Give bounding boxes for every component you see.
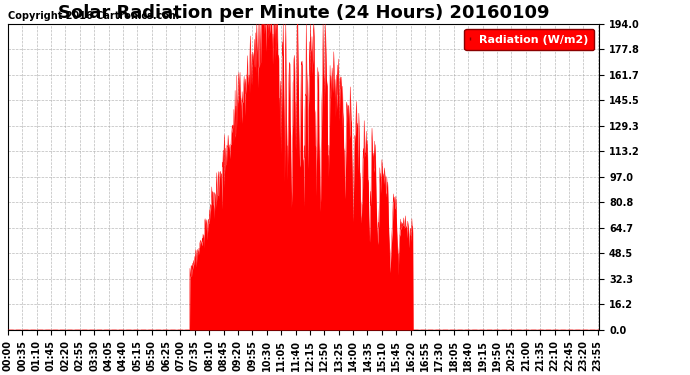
Title: Solar Radiation per Minute (24 Hours) 20160109: Solar Radiation per Minute (24 Hours) 20… (58, 4, 549, 22)
Text: Copyright 2016 Cartronics.com: Copyright 2016 Cartronics.com (8, 10, 179, 21)
Legend: Radiation (W/m2): Radiation (W/m2) (464, 29, 594, 50)
